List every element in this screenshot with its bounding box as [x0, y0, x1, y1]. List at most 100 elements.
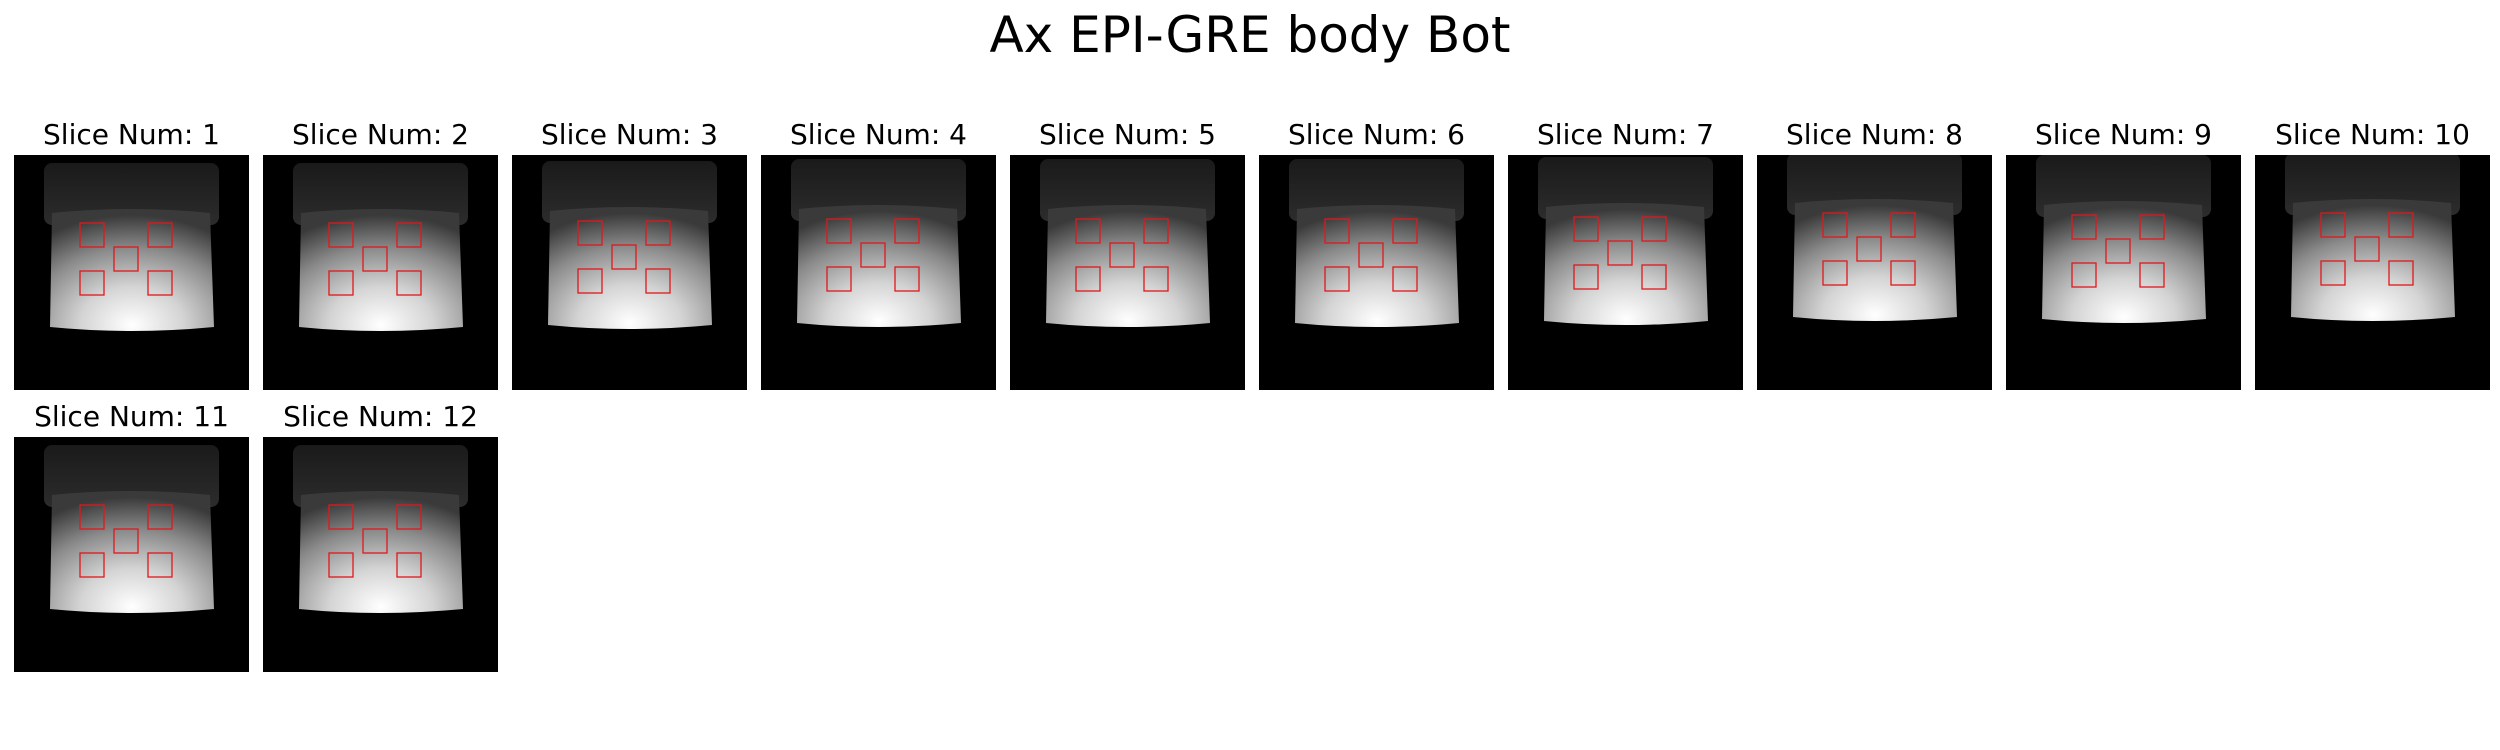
roi-box-3 — [1856, 236, 1882, 262]
phantom — [2042, 201, 2206, 323]
roi-box-2 — [1890, 212, 1916, 238]
phantom — [797, 205, 961, 327]
coil-housing — [2036, 155, 2211, 217]
coil-housing — [1289, 159, 1464, 221]
roi-box-3 — [1109, 242, 1135, 268]
roi-box-2 — [1143, 218, 1169, 244]
mri-slice-image — [14, 155, 249, 390]
roi-box-2 — [2139, 214, 2165, 240]
roi-box-2 — [2388, 212, 2414, 238]
slice-label: Slice Num: 11 — [34, 400, 229, 433]
roi-box-1 — [328, 504, 354, 530]
roi-box-5 — [396, 270, 422, 296]
roi-box-1 — [328, 222, 354, 248]
roi-box-4 — [577, 268, 603, 294]
slice-label: Slice Num: 7 — [1537, 118, 1714, 151]
roi-box-1 — [2320, 212, 2346, 238]
coil-housing — [293, 163, 468, 225]
roi-box-1 — [577, 220, 603, 246]
roi-box-3 — [611, 244, 637, 270]
roi-box-3 — [1607, 240, 1633, 266]
coil-housing — [2285, 155, 2460, 215]
phantom — [1046, 205, 1210, 327]
coil-housing — [44, 163, 219, 225]
roi-box-3 — [113, 528, 139, 554]
mri-slice-image — [14, 437, 249, 672]
slice-label: Slice Num: 5 — [1039, 118, 1216, 151]
roi-box-3 — [860, 242, 886, 268]
coil-housing — [791, 159, 966, 221]
phantom — [548, 207, 712, 329]
slice-label: Slice Num: 2 — [292, 118, 469, 151]
roi-box-5 — [2388, 260, 2414, 286]
roi-box-1 — [1573, 216, 1599, 242]
roi-box-3 — [2105, 238, 2131, 264]
roi-box-2 — [147, 504, 173, 530]
mri-slice-image — [263, 437, 498, 672]
roi-box-3 — [113, 246, 139, 272]
slice-label: Slice Num: 8 — [1786, 118, 1963, 151]
roi-box-4 — [2071, 262, 2097, 288]
roi-box-4 — [2320, 260, 2346, 286]
roi-box-5 — [894, 266, 920, 292]
roi-box-4 — [79, 270, 105, 296]
roi-box-5 — [1890, 260, 1916, 286]
slice-label: Slice Num: 9 — [2035, 118, 2212, 151]
roi-box-2 — [147, 222, 173, 248]
roi-box-4 — [79, 552, 105, 578]
mri-slice-image — [263, 155, 498, 390]
roi-box-2 — [1641, 216, 1667, 242]
mri-slice-image — [512, 155, 747, 390]
roi-box-5 — [1641, 264, 1667, 290]
coil-housing — [542, 161, 717, 223]
roi-box-1 — [1075, 218, 1101, 244]
slice-label: Slice Num: 12 — [283, 400, 478, 433]
roi-box-4 — [1822, 260, 1848, 286]
slice-label: Slice Num: 3 — [541, 118, 718, 151]
phantom — [1544, 203, 1708, 325]
slice-label: Slice Num: 10 — [2275, 118, 2470, 151]
mri-slice-image — [1508, 155, 1743, 390]
mri-slice-image — [1259, 155, 1494, 390]
mri-slice-image — [761, 155, 996, 390]
mri-slice-image — [1010, 155, 1245, 390]
roi-box-5 — [1143, 266, 1169, 292]
phantom — [2291, 199, 2455, 321]
roi-box-5 — [396, 552, 422, 578]
coil-housing — [1040, 159, 1215, 221]
roi-box-4 — [1324, 266, 1350, 292]
roi-box-1 — [1822, 212, 1848, 238]
slice-label: Slice Num: 6 — [1288, 118, 1465, 151]
roi-box-5 — [147, 270, 173, 296]
roi-box-4 — [328, 552, 354, 578]
roi-box-1 — [1324, 218, 1350, 244]
roi-box-4 — [328, 270, 354, 296]
roi-box-1 — [79, 222, 105, 248]
phantom — [299, 491, 463, 613]
roi-box-1 — [2071, 214, 2097, 240]
slice-label: Slice Num: 4 — [790, 118, 967, 151]
coil-housing — [1538, 157, 1713, 219]
mri-slice-image — [1757, 155, 1992, 390]
roi-box-2 — [396, 222, 422, 248]
roi-box-1 — [826, 218, 852, 244]
phantom — [299, 209, 463, 331]
mri-slice-image — [2255, 155, 2490, 390]
roi-box-2 — [396, 504, 422, 530]
roi-box-3 — [2354, 236, 2380, 262]
roi-box-5 — [1392, 266, 1418, 292]
slice-label: Slice Num: 1 — [43, 118, 220, 151]
roi-box-2 — [645, 220, 671, 246]
figure-title: Ax EPI-GRE body Bot — [989, 6, 1511, 64]
roi-box-5 — [645, 268, 671, 294]
roi-box-5 — [147, 552, 173, 578]
phantom — [1295, 205, 1459, 327]
roi-box-3 — [1358, 242, 1384, 268]
coil-housing — [1787, 155, 1962, 215]
roi-box-4 — [826, 266, 852, 292]
roi-box-3 — [362, 528, 388, 554]
coil-housing — [44, 445, 219, 507]
roi-box-3 — [362, 246, 388, 272]
phantom — [50, 491, 214, 613]
coil-housing — [293, 445, 468, 507]
